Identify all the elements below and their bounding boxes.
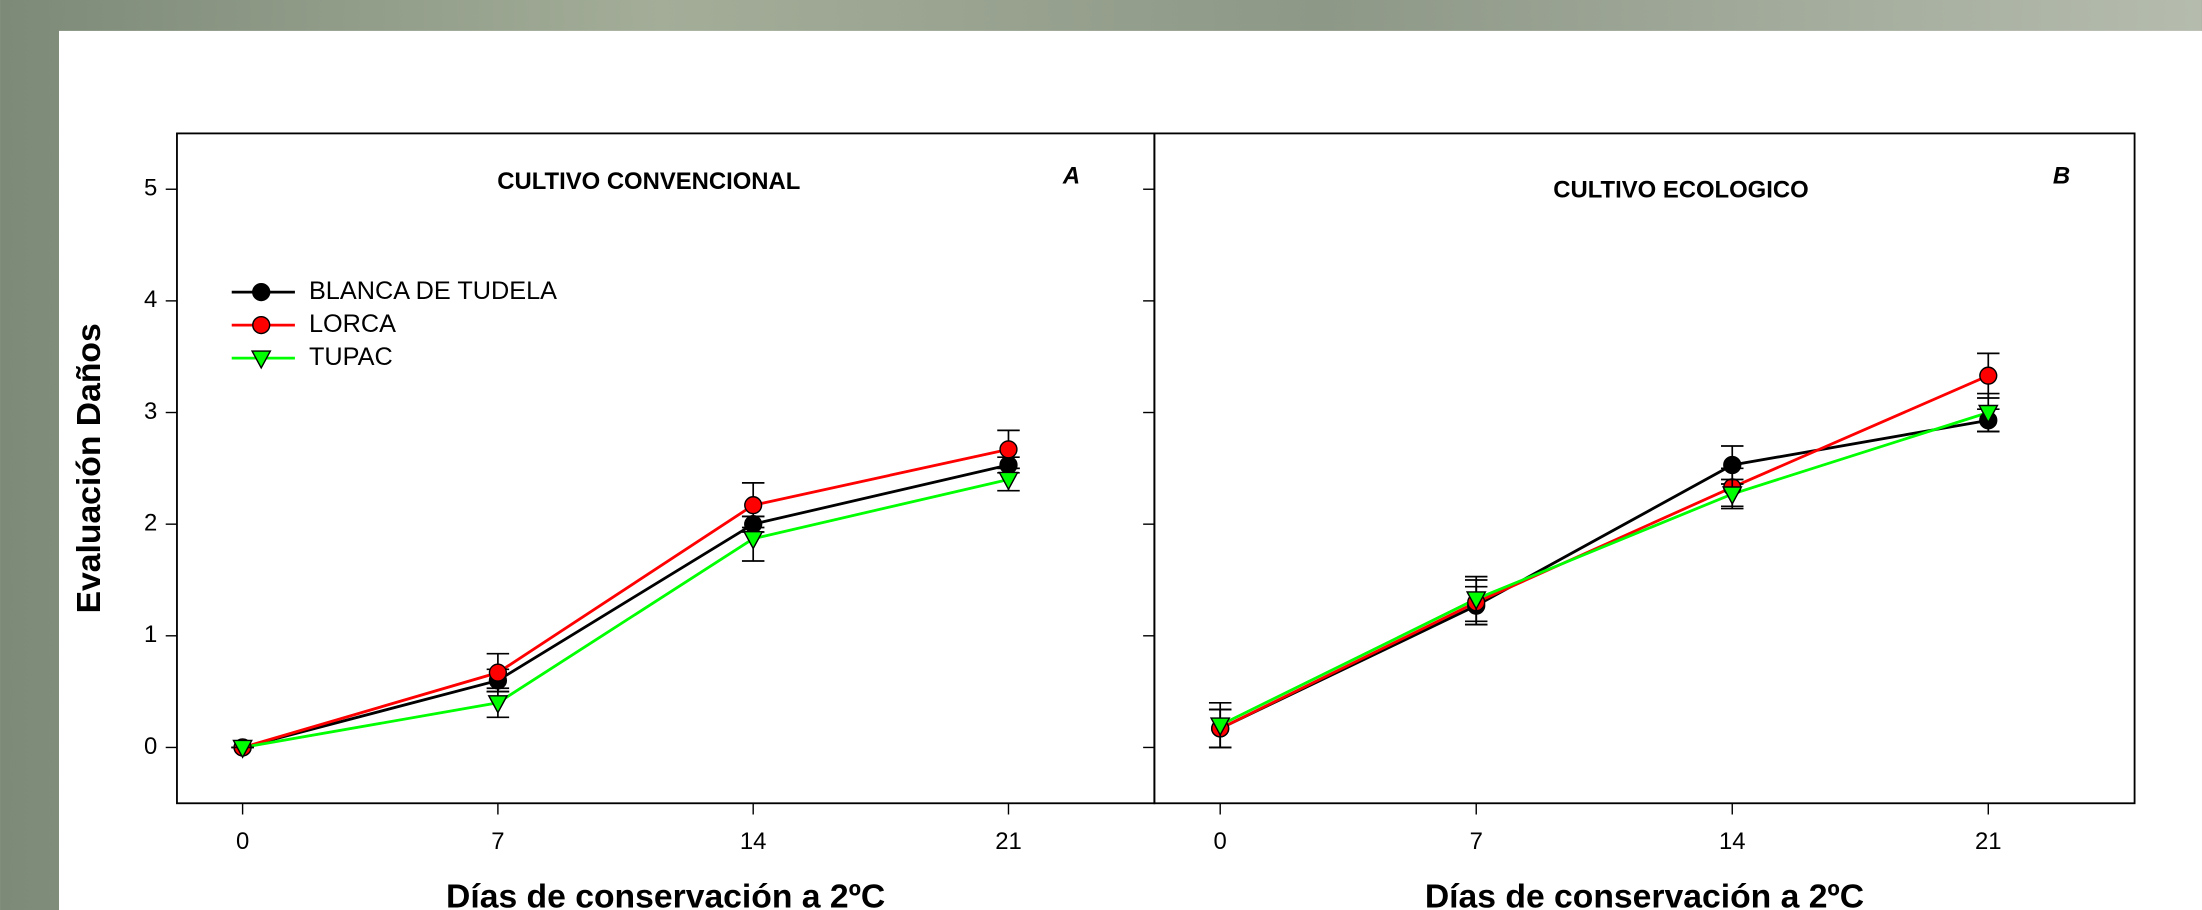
marker (1465, 591, 1487, 611)
marker (1721, 486, 1743, 506)
x-tick-label: 21 (1975, 828, 2002, 855)
chart-background (58, 30, 2202, 910)
marker (1979, 366, 1998, 385)
marker (744, 496, 763, 515)
plot-frame (1153, 132, 2136, 805)
x-tick-label: 7 (491, 828, 504, 855)
y-tick-label: 0 (144, 733, 157, 760)
marker (1977, 404, 1999, 424)
marker (998, 471, 1019, 491)
series-line (242, 478, 1009, 749)
legend-marker (250, 350, 272, 370)
x-axis-label: Días de conservación a 2ºC (1425, 878, 1864, 910)
x-tick-label: 21 (995, 828, 1022, 855)
y-tick-label: 3 (144, 398, 157, 425)
y-tick-label: 1 (144, 621, 157, 648)
legend-marker (252, 315, 271, 335)
chart-title: CULTIVO CONVENCIONAL (497, 168, 800, 195)
marker (232, 739, 253, 759)
marker (1209, 717, 1231, 737)
marker (488, 663, 508, 682)
y-tick-label: 2 (144, 509, 157, 536)
x-axis-label: Días de conservación a 2ºC (446, 878, 885, 910)
x-tick-label: 0 (236, 828, 249, 855)
x-tick-label: 7 (1470, 828, 1483, 855)
x-tick-label: 0 (1214, 828, 1227, 855)
chart-title: CULTIVO ECOLOGICO (1553, 176, 1808, 203)
panel-label: B (2053, 162, 2070, 189)
series-line (242, 447, 1009, 749)
series-line (1219, 374, 1989, 730)
series-line (242, 463, 1009, 749)
series-line (1219, 418, 1989, 730)
series-line (1219, 411, 1989, 727)
marker (999, 440, 1018, 459)
panel-label: A (1062, 162, 1080, 189)
x-tick-label: 14 (740, 828, 767, 855)
marker (742, 530, 764, 550)
marker (487, 695, 509, 715)
y-tick-label: 5 (144, 175, 157, 202)
y-tick-label: 4 (144, 286, 157, 313)
legend-marker (252, 282, 271, 302)
legend-label: BLANCA DE TUDELA (309, 277, 557, 305)
legend-label: LORCA (309, 310, 396, 338)
y-axis-label: Evaluación Daños (70, 323, 108, 613)
legend-label: TUPAC (309, 343, 393, 371)
x-tick-label: 14 (1719, 828, 1746, 855)
